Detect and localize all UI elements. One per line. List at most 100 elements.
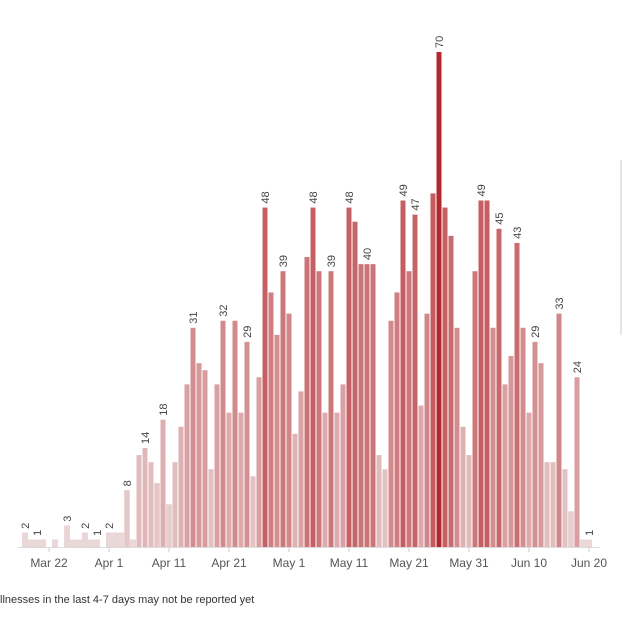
bar [208, 469, 214, 547]
bar [364, 264, 370, 547]
value-label: 3 [62, 516, 74, 522]
bar [556, 313, 562, 547]
bar [70, 539, 76, 548]
bar [298, 391, 304, 547]
bar [352, 221, 358, 547]
bar [358, 264, 364, 547]
bar [514, 242, 520, 547]
value-label: 29 [242, 326, 254, 338]
value-label: 49 [476, 184, 488, 196]
bar [382, 469, 388, 547]
bar [82, 532, 88, 548]
value-label: 24 [572, 361, 584, 373]
value-label: 47 [410, 198, 422, 210]
x-tick-label: May 11 [330, 556, 369, 570]
bar [262, 207, 268, 548]
value-label: 45 [494, 213, 506, 225]
value-label: 8 [122, 480, 134, 486]
footnote: llnesses in the last 4-7 days may not be… [0, 594, 254, 606]
x-tick-label: May 21 [389, 556, 429, 570]
bar [28, 539, 34, 548]
bar [478, 200, 484, 547]
bar [118, 532, 124, 548]
bar [334, 412, 340, 547]
bar [424, 313, 430, 547]
bar [496, 228, 502, 548]
bar [232, 320, 238, 547]
bar [442, 207, 448, 548]
bar [400, 200, 406, 547]
bar [544, 462, 550, 547]
value-label: 1 [32, 530, 44, 536]
bar [310, 207, 316, 548]
bar [178, 426, 184, 547]
bar [256, 377, 262, 547]
bar [460, 426, 466, 547]
x-tick-label: Mar 22 [30, 556, 68, 570]
bar [106, 532, 112, 548]
bar [64, 525, 70, 548]
bar [466, 455, 472, 547]
bar [184, 384, 190, 547]
value-label: 48 [260, 191, 272, 203]
bar [238, 412, 244, 547]
bar [160, 419, 166, 547]
bar [472, 271, 478, 547]
bar [340, 384, 346, 547]
x-tick-label: Jun 20 [571, 556, 607, 570]
x-tick-label: Apr 1 [95, 556, 124, 570]
value-label: 39 [326, 255, 338, 267]
bar [454, 327, 460, 547]
x-tick-label: May 1 [273, 556, 306, 570]
bar [394, 292, 400, 547]
bar [154, 483, 160, 548]
value-label: 2 [80, 523, 92, 529]
value-label: 70 [434, 36, 446, 48]
value-label: 1 [92, 530, 104, 536]
bar [430, 193, 436, 547]
value-label: 29 [530, 326, 542, 338]
bar [550, 462, 556, 547]
bar [226, 412, 232, 547]
value-label: 48 [344, 191, 356, 203]
bar [274, 334, 280, 547]
bar [130, 539, 136, 548]
bar [412, 214, 418, 547]
value-label: 33 [554, 297, 566, 309]
bar [202, 370, 208, 547]
bar [346, 207, 352, 548]
bar [292, 433, 298, 547]
bar [76, 539, 82, 548]
bar [22, 532, 28, 548]
value-label: 1 [584, 530, 596, 536]
bar [490, 327, 496, 547]
bar [532, 341, 538, 547]
bar [88, 539, 94, 548]
value-label: 2 [104, 523, 116, 529]
x-tick-label: Apr 11 [152, 556, 187, 570]
bar [52, 539, 58, 548]
bar [304, 257, 310, 547]
bar [580, 539, 586, 548]
x-tick-label: May 31 [449, 556, 489, 570]
bar [142, 448, 148, 547]
bar [250, 476, 256, 547]
value-label: 48 [308, 191, 320, 203]
bar [406, 271, 412, 547]
bar [574, 377, 580, 547]
value-label: 39 [278, 255, 290, 267]
bar [196, 363, 202, 547]
bar [322, 412, 328, 547]
x-tick-label: Jun 10 [511, 556, 547, 570]
bar [172, 462, 178, 547]
bar [436, 52, 442, 547]
bar [244, 341, 250, 547]
bar [220, 320, 226, 547]
bar [418, 405, 424, 547]
value-label: 43 [512, 227, 524, 239]
bar [388, 320, 394, 547]
bar [280, 271, 286, 547]
bar [148, 462, 154, 547]
value-label: 32 [218, 304, 230, 316]
